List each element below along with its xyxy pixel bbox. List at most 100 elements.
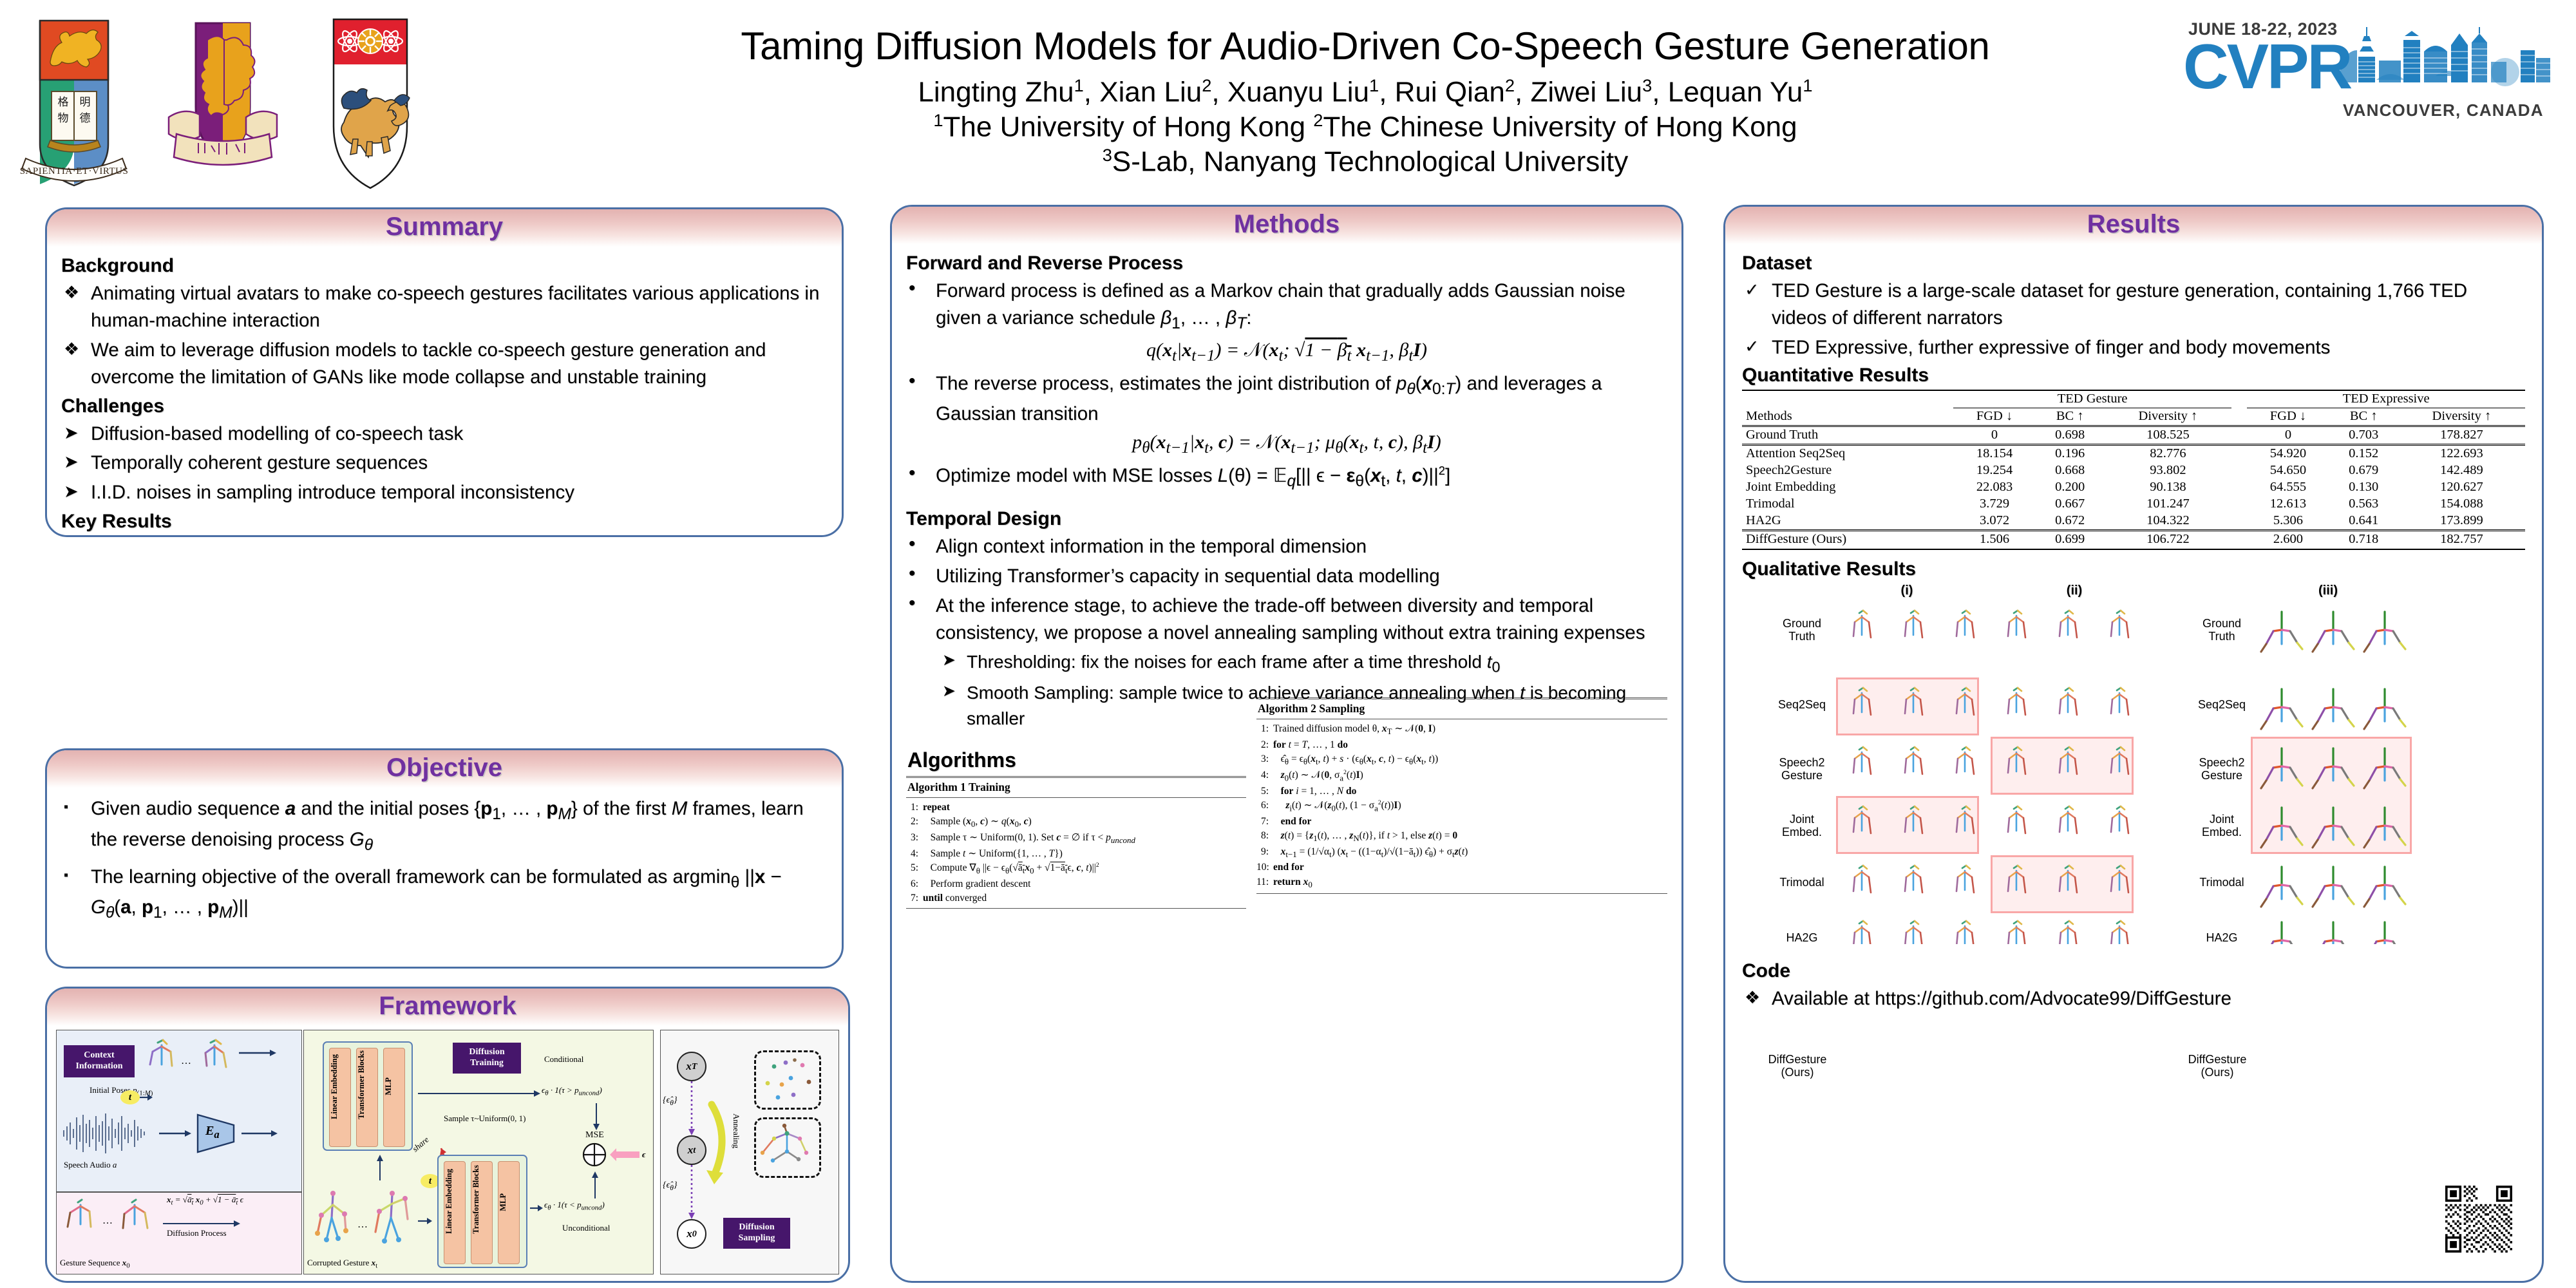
- col-div-1: Diversity ↑: [2138, 409, 2198, 424]
- conditional-label: Conditional: [544, 1054, 584, 1064]
- framework-title: Framework: [379, 992, 516, 1020]
- sample-tau-label: Sample τ~Uniform(0, 1): [444, 1113, 526, 1123]
- methods-header: Methods: [892, 207, 1681, 244]
- svg-text:德: 德: [80, 112, 91, 125]
- row-label-ha2g: HA2G: [1786, 931, 1818, 944]
- list-item: • At the inference stage, to achieve the …: [906, 592, 1667, 647]
- arrow-bullet-icon: ➤: [64, 482, 79, 502]
- algorithm-2-box: Algorithm 2 Sampling 1: Trained diffusion…: [1256, 697, 1667, 895]
- diamond-bullet-icon: ❖: [1745, 987, 1761, 1007]
- svg-text:SAPIENTIA·ET·VIRTUS: SAPIENTIA·ET·VIRTUS: [20, 166, 129, 176]
- epsilon-label: ϵ: [642, 1150, 646, 1159]
- algo-line: 2: for t = T, … , 1 do: [1260, 739, 1348, 750]
- table-row: Joint Embedding 22.083 0.200 90.138 64.555…: [1746, 480, 2483, 495]
- list-item: • Align context information in the tempor…: [906, 533, 1667, 560]
- algo-line: 11: return x0: [1256, 876, 1312, 889]
- list-item: ▪ Given audio sequence a and the initial …: [64, 798, 804, 854]
- diffusion-sampling-box: Diffusion Sampling: [723, 1218, 790, 1249]
- row-label-speech2gesture: Speech2 Gesture: [1779, 755, 1825, 782]
- summary-title: Summary: [385, 213, 504, 241]
- algo-line: 7: until converged: [910, 893, 987, 904]
- key-results-heading: Key Results: [61, 511, 172, 533]
- ellipsis: …: [102, 1215, 113, 1226]
- list-item: ➤ I.I.D. noises in sampling introduce tem…: [61, 479, 828, 506]
- cvpr-logo: JUNE 18-22, 2023 CVPR VANCOUVER, CANADA: [2183, 18, 2557, 140]
- algo-line: 2: Sample (x0, c) ∼ q(x0, c): [910, 816, 1032, 829]
- audio-encoder-trapezoid: [196, 1113, 235, 1153]
- temporal-list: • Align context information in the tempor…: [906, 533, 1667, 647]
- algorithm-1-box: Algorithm 1 Training 1: repeat 2: Sample …: [906, 775, 1246, 909]
- methods-panel: Methods Forward and Reverse Process • For…: [890, 205, 1683, 1283]
- list-item: ➤ Smooth Sampling: sample twice to achiev…: [940, 680, 1667, 732]
- col-fgd-2: FGD ↓: [2269, 409, 2307, 424]
- highlight-joint-ii: [1991, 736, 2134, 795]
- algo-line: 5: Compute ∇θ ||ϵ − ϵθ(√ātx0 + √1−ātϵ, c…: [910, 862, 1099, 876]
- table-group-header-row: TED Gesture TED Expressive: [1742, 390, 2525, 408]
- algo-line: 1: repeat: [910, 802, 950, 813]
- list-item: ▪ The learning objective of the overall f…: [64, 866, 782, 922]
- code-list: ❖ Available at https://github.com/Advocat…: [1742, 985, 2525, 1012]
- dataset-heading: Dataset: [1742, 252, 1812, 274]
- arrow-right-icon: [530, 1205, 543, 1211]
- mlp-block: [498, 1161, 520, 1264]
- affiliation-line-1: 1The University of Hong Kong 2The Chines…: [933, 109, 1797, 143]
- qr-code-icon[interactable]: [2445, 1186, 2512, 1253]
- algo-line: 4: Sample t ∼ Uniform({1, … , T}): [910, 848, 1063, 859]
- transformer-blocks-label: Transformer Blocks: [357, 1050, 366, 1119]
- framework-diagram: Context Information Initial Poses p(1:M) …: [53, 1028, 843, 1276]
- arrow-bullet-icon: ➤: [64, 422, 79, 442]
- algorithm-2-caption: Algorithm 2 Sampling: [1258, 701, 1365, 715]
- list-item: ➤ Diffusion-based modelling of co-speech …: [61, 421, 828, 448]
- cuhk-crest: [160, 14, 286, 188]
- square-bullet-icon: ❑: [64, 536, 79, 537]
- affiliation-line-2: 3S-Lab, Nanyang Technological University: [1102, 144, 1629, 178]
- col-methods: Methods: [1746, 408, 1792, 423]
- pose-skeleton-icon: [149, 1039, 173, 1067]
- arrow-bullet-icon: ➤: [942, 650, 956, 669]
- sum-operator-icon: [582, 1142, 607, 1167]
- eps-hat-label: {ϵ̂θ}: [663, 1180, 677, 1192]
- conditional-output-label: ϵθ · 1(τ > puncond): [542, 1085, 602, 1097]
- dot-bullet-icon: •: [909, 370, 916, 392]
- qualitative-results-grid: (i) (ii) (iii) Ground Truth Seq2Seq Speec…: [1742, 583, 2525, 944]
- temporal-sublist: ➤ Thresholding: fix the noises for each f…: [940, 649, 1667, 732]
- table-row: HA2G 3.072 0.672 104.322 5.306 0.641 173.899: [1746, 513, 2483, 528]
- corrupted-gesture-label: Corrupted Gesture xt: [307, 1258, 378, 1270]
- pose-output-box: [754, 1117, 821, 1178]
- code-url[interactable]: Available at https://github.com/Advocate…: [1772, 987, 2231, 1009]
- framework-header: Framework: [47, 989, 848, 1026]
- framework-panel: Framework Context Information Initial Pos…: [45, 987, 850, 1283]
- table-row-ours: DiffGesture (Ours) 1.506 0.699 106.722 2.6…: [1742, 530, 2525, 548]
- group-header-ted-expressive: TED Expressive: [2247, 390, 2525, 408]
- algo-line: 7: end for: [1260, 815, 1312, 827]
- audio-waveform-icon: [63, 1113, 145, 1153]
- qualitative-heading: Qualitative Results: [1742, 558, 1917, 580]
- col-fgd-1: FGD ↓: [1976, 409, 2013, 424]
- gesture-panel: [56, 1192, 302, 1274]
- table-row: Attention Seq2Seq 18.154 0.196 82.776 54.9…: [1742, 444, 2525, 462]
- context-information-box: Context Information: [64, 1045, 135, 1077]
- hku-crest: 格明 物德 SAPIENTIA·ET·VIRTUS: [13, 9, 135, 193]
- arrow-down-icon: [593, 1103, 600, 1130]
- list-item: • Utilizing Transformer’s capacity in seq…: [906, 563, 1667, 590]
- timestep-token: t: [120, 1090, 140, 1104]
- row-label-trimodal: Trimodal: [1779, 875, 1824, 889]
- arrow-right-icon: [140, 1094, 153, 1101]
- reverse-equation: pθ(xt−1|xt, c) = 𝒩(xt−1; μθ(xt, t, c), β…: [1132, 431, 1441, 457]
- row-label-diffgesture-right: DiffGesture (Ours): [2188, 1053, 2247, 1079]
- arrow-bullet-icon: ➤: [64, 452, 79, 472]
- arrow-right-icon: [242, 1130, 278, 1137]
- row-label-joint-embed: Joint Embed.: [1781, 812, 1823, 838]
- pose-skeleton-icon: [374, 1191, 409, 1244]
- title-block: Taming Diffusion Models for Audio-Driven…: [567, 27, 2164, 178]
- list-item: ❖ Animating virtual avatars to make co-sp…: [61, 280, 828, 334]
- diamond-bullet-icon: ❖: [64, 283, 80, 302]
- arrow-right-icon: [163, 1220, 240, 1227]
- arrow-right-icon: [418, 1090, 540, 1097]
- ellipsis: …: [357, 1219, 368, 1230]
- cvpr-date: JUNE 18-22, 2023: [2188, 19, 2338, 39]
- vancouver-skyline-icon: [2340, 27, 2550, 86]
- unconditional-label: Unconditional: [562, 1223, 611, 1233]
- arrow-down-icon: [688, 1165, 695, 1219]
- methods-title: Methods: [1233, 210, 1340, 238]
